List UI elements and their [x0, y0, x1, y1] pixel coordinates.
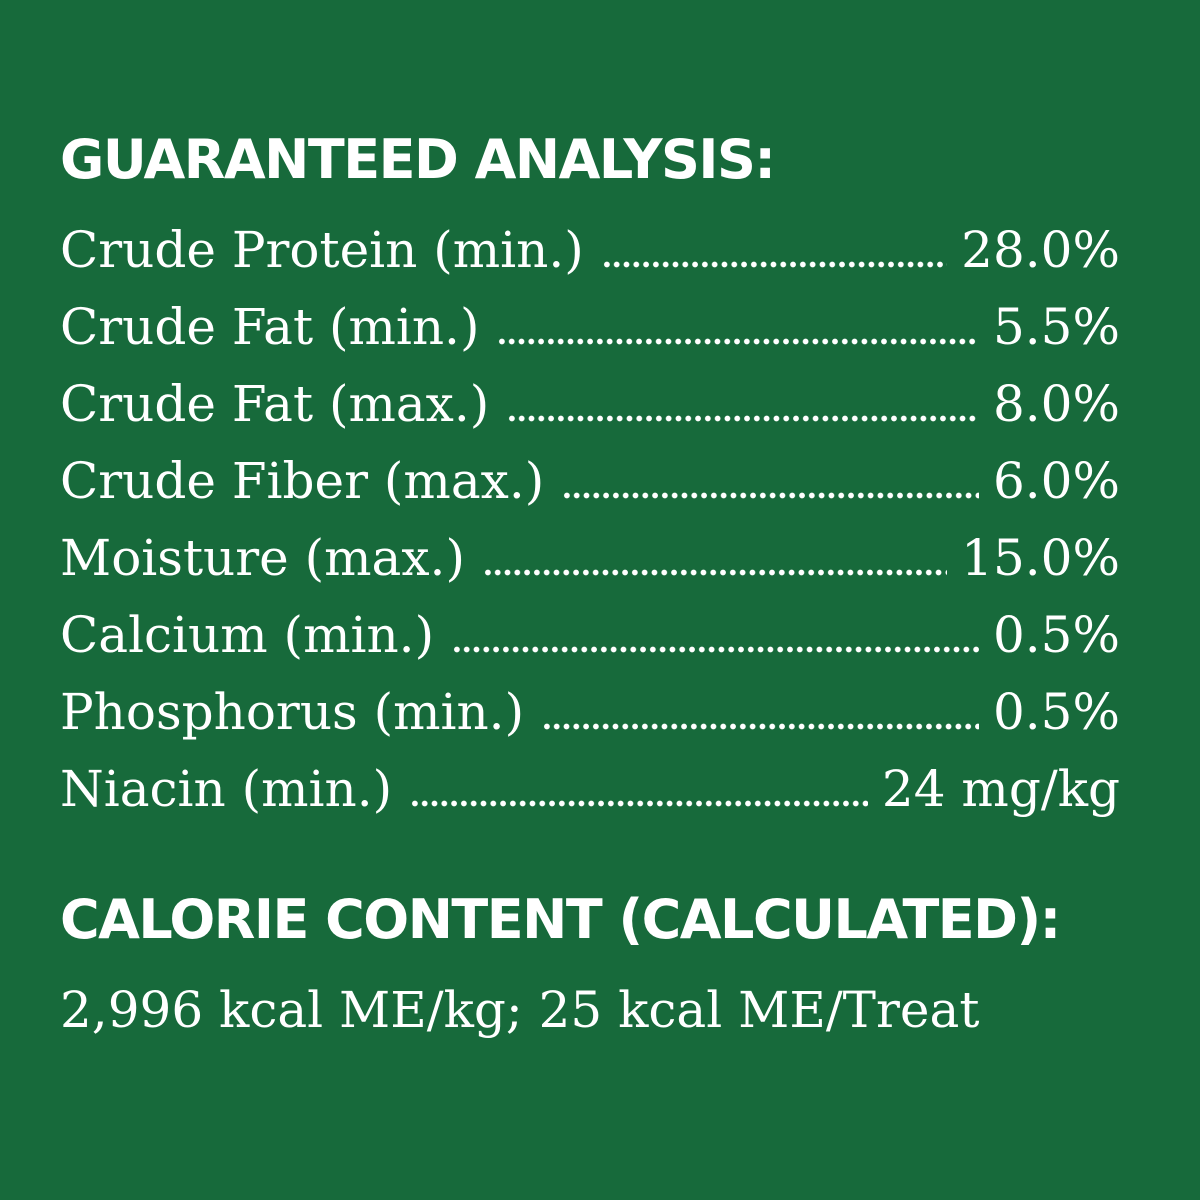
- dot-leader: [601, 261, 948, 268]
- nutrient-label: Crude Fat (min.): [60, 298, 480, 356]
- guaranteed-analysis-table: Crude Protein (min.) 28.0% Crude Fat (mi…: [60, 212, 1120, 828]
- table-row-crude-protein: Crude Protein (min.) 28.0%: [60, 212, 1120, 289]
- label-content: GUARANTEED ANALYSIS: Crude Protein (min.…: [60, 130, 1120, 1040]
- calorie-content-value: 2,996 kcal ME/kg; 25 kcal ME/Treat: [60, 981, 980, 1039]
- nutrient-label: Crude Fiber (max.): [60, 452, 545, 510]
- dot-leader: [507, 415, 979, 422]
- nutrient-label: Calcium (min.): [60, 606, 435, 664]
- nutrient-value: 8.0%: [992, 375, 1120, 433]
- dot-leader: [497, 338, 979, 345]
- nutrient-label: Phosphorus (min.): [60, 683, 525, 741]
- table-row-crude-fat-min: Crude Fat (min.) 5.5%: [60, 289, 1120, 366]
- dot-leader: [482, 569, 948, 576]
- nutrient-value: 24 mg/kg: [881, 760, 1120, 818]
- nutrient-label: Niacin (min.): [60, 760, 393, 818]
- calorie-content-title: CALORIE CONTENT (CALCULATED):: [60, 888, 1061, 951]
- table-row-moisture: Moisture (max.) 15.0%: [60, 520, 1120, 597]
- table-row-crude-fiber: Crude Fiber (max.) 6.0%: [60, 443, 1120, 520]
- nutrient-value: 15.0%: [961, 529, 1120, 587]
- table-row-niacin: Niacin (min.) 24 mg/kg: [60, 751, 1120, 828]
- dot-leader: [542, 723, 979, 730]
- nutrient-value: 0.5%: [992, 606, 1120, 664]
- nutrient-value: 6.0%: [992, 452, 1120, 510]
- table-row-phosphorus: Phosphorus (min.) 0.5%: [60, 674, 1120, 751]
- nutrient-label: Crude Protein (min.): [60, 221, 584, 279]
- nutrient-value: 0.5%: [992, 683, 1120, 741]
- nutrient-label: Moisture (max.): [60, 529, 465, 587]
- nutrient-value: 28.0%: [961, 221, 1120, 279]
- dot-leader: [410, 800, 868, 807]
- table-row-crude-fat-max: Crude Fat (max.) 8.0%: [60, 366, 1120, 443]
- table-row-calcium: Calcium (min.) 0.5%: [60, 597, 1120, 674]
- nutrient-value: 5.5%: [992, 298, 1120, 356]
- nutrient-label: Crude Fat (max.): [60, 375, 490, 433]
- dot-leader: [562, 492, 979, 499]
- dot-leader: [452, 646, 979, 653]
- guaranteed-analysis-title: GUARANTEED ANALYSIS:: [60, 128, 776, 191]
